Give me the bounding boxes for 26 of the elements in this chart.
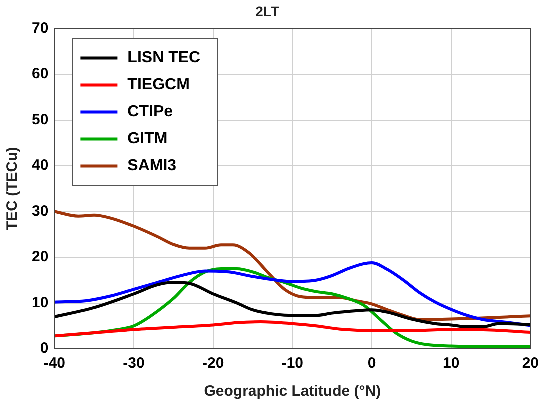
y-tick-label: 0 bbox=[40, 340, 49, 358]
x-axis-title: Geographic Latitude (°N) bbox=[204, 383, 382, 400]
y-tick-label: 30 bbox=[32, 202, 49, 220]
legend-label: CTIPe bbox=[128, 104, 174, 121]
line-series bbox=[54, 262, 531, 328]
x-tick-label: -20 bbox=[202, 355, 224, 372]
legend-label: LISN TEC bbox=[128, 50, 202, 67]
y-tick-label: 10 bbox=[32, 294, 49, 312]
x-tick-label: 10 bbox=[442, 355, 460, 372]
y-tick-label: 20 bbox=[32, 248, 49, 266]
x-tick-label: -30 bbox=[123, 355, 145, 372]
y-tick-label: 50 bbox=[32, 111, 49, 128]
x-tick-label: -10 bbox=[282, 355, 304, 372]
y-axis-title: TEC (TECu) bbox=[4, 147, 22, 231]
legend-label: SAMI3 bbox=[128, 158, 177, 175]
y-tick-label: 60 bbox=[32, 66, 49, 83]
line-series bbox=[54, 320, 531, 338]
line-series bbox=[54, 281, 531, 329]
x-tick-label: -40 bbox=[44, 355, 66, 372]
legend-label: GITM bbox=[128, 130, 168, 148]
legend-label: TIEGCM bbox=[128, 76, 190, 94]
y-tick-label: 40 bbox=[32, 157, 49, 174]
chart-title: 2LT bbox=[256, 3, 280, 20]
y-tick-label: 70 bbox=[32, 20, 49, 37]
x-tick-label: 20 bbox=[522, 355, 539, 372]
x-tick-label: 0 bbox=[368, 355, 376, 372]
